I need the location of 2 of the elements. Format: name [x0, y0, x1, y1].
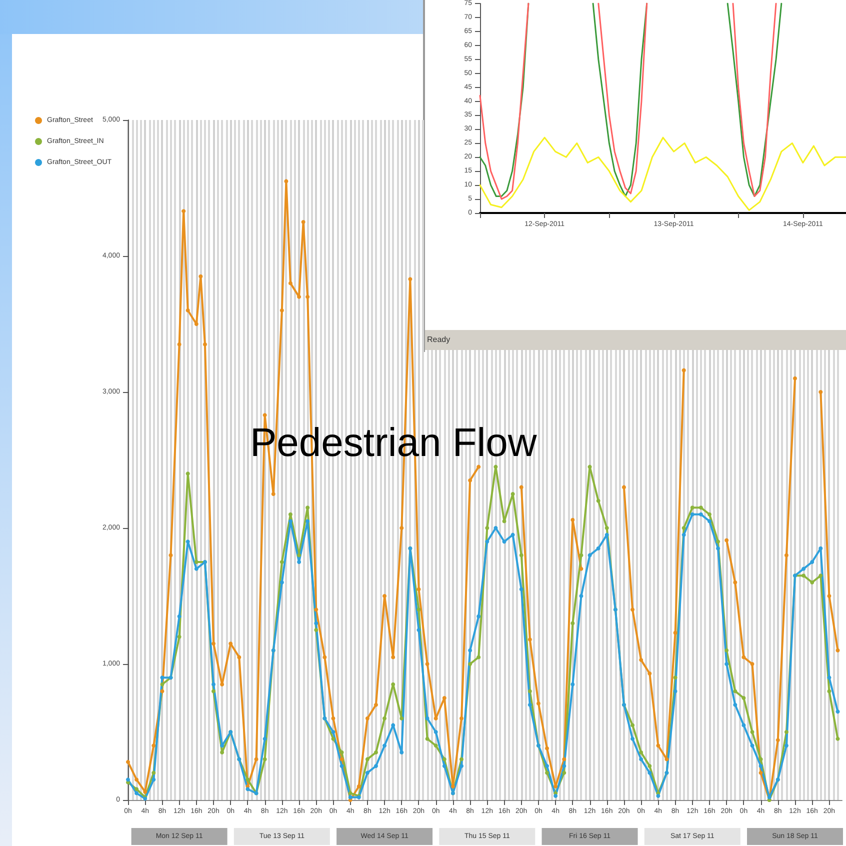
line-series [479, 136, 846, 211]
annotation: Ready [427, 335, 450, 344]
